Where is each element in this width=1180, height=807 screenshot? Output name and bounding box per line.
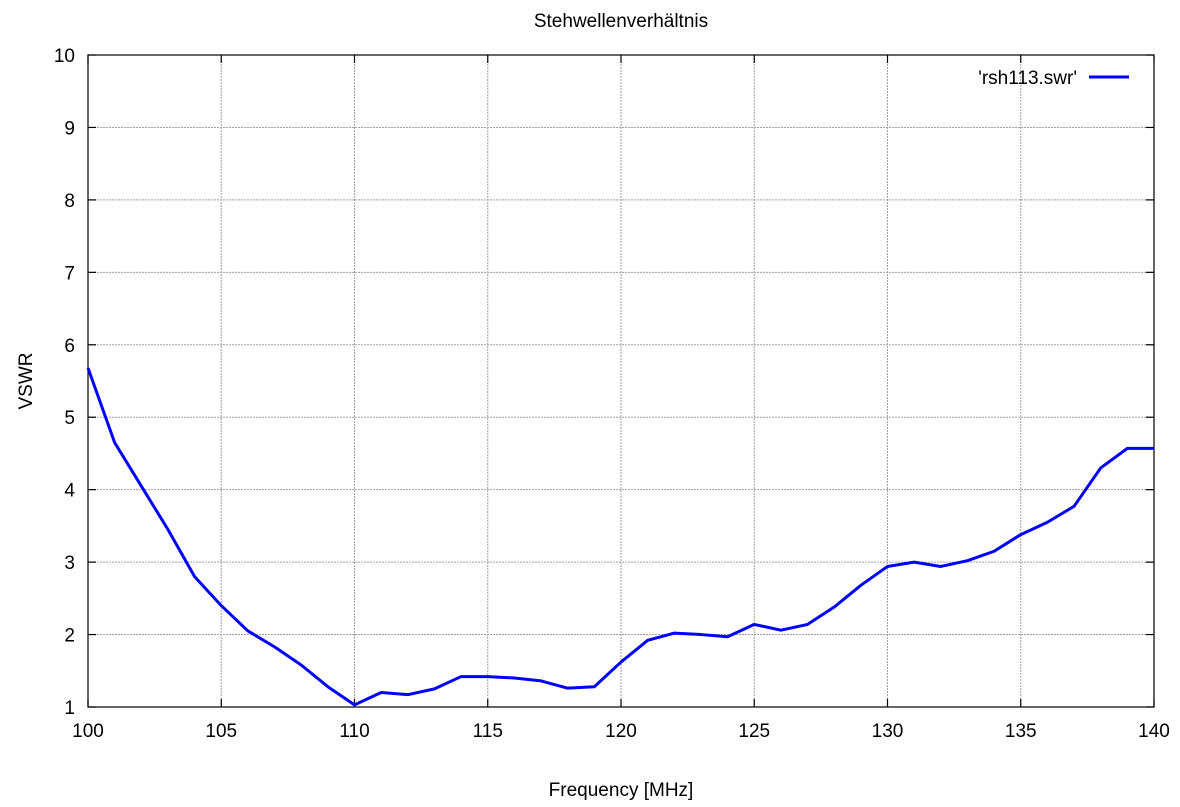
data-point (1046, 521, 1049, 524)
data-point (246, 629, 249, 632)
legend-label: 'rsh113.swr' (978, 68, 1077, 89)
data-point (460, 675, 463, 678)
x-axis-title: Frequency [MHz] (549, 780, 694, 801)
x-tick-label: 140 (1138, 721, 1170, 742)
data-point (273, 645, 276, 648)
data-point (406, 693, 409, 696)
data-point (140, 485, 143, 488)
y-tick-label: 6 (64, 336, 75, 357)
y-axis-title: VSWR (16, 353, 37, 410)
series-line-rsh113 (86, 367, 1154, 707)
data-point (673, 632, 676, 635)
tick-labels: 100 105 110 115 120 125 130 135 140 1 2 3 4 5 6 7 8 9 10 (54, 46, 1170, 742)
data-point (833, 606, 836, 609)
data-point (380, 691, 383, 694)
data-point (193, 575, 196, 578)
data-point (513, 677, 516, 680)
data-point (1126, 447, 1129, 450)
data-point (1073, 505, 1076, 508)
y-tick-label: 10 (54, 46, 75, 67)
data-point (353, 703, 356, 706)
x-tick-label: 135 (1005, 721, 1037, 742)
data-point (859, 584, 862, 587)
y-tick-label: 4 (64, 481, 75, 502)
x-tick-label: 130 (872, 721, 904, 742)
y-tick-label: 8 (64, 191, 75, 212)
data-point (1099, 466, 1102, 469)
data-point (966, 559, 969, 562)
x-tick-label: 125 (738, 721, 770, 742)
data-point (806, 623, 809, 626)
y-tick-label: 7 (64, 263, 75, 284)
data-point (939, 565, 942, 568)
x-tick-label: 115 (473, 721, 503, 742)
legend: 'rsh113.swr' (978, 68, 1129, 89)
y-tick-label: 1 (64, 698, 75, 719)
axis-ticks (87, 54, 1155, 708)
chart-title: Stehwellenverhältnis (534, 11, 708, 32)
data-point (433, 687, 436, 690)
data-point (753, 623, 756, 626)
data-point (699, 633, 702, 636)
data-point (300, 663, 303, 666)
x-tick-label: 105 (205, 721, 237, 742)
data-point (540, 679, 543, 682)
grid (88, 55, 1154, 707)
y-tick-label: 9 (64, 118, 75, 139)
data-point (166, 528, 169, 531)
y-tick-label: 2 (64, 626, 75, 647)
data-point (1153, 447, 1156, 450)
data-point (620, 661, 623, 664)
data-point (726, 635, 729, 638)
data-point (326, 685, 329, 688)
x-tick-label: 120 (605, 721, 637, 742)
data-point (646, 639, 649, 642)
data-point (779, 629, 782, 632)
data-point (913, 561, 916, 564)
data-point (220, 604, 223, 607)
data-point (1019, 533, 1022, 536)
data-point (87, 366, 90, 369)
data-point (566, 687, 569, 690)
data-point (486, 675, 489, 678)
x-tick-label: 110 (339, 721, 369, 742)
x-tick-label: 100 (72, 721, 104, 742)
data-point (886, 565, 889, 568)
data-point (993, 550, 996, 553)
y-tick-label: 5 (64, 408, 75, 429)
data-point (113, 441, 116, 444)
series-layer (86, 366, 1156, 707)
y-tick-label: 3 (64, 553, 75, 574)
data-point (593, 685, 596, 688)
